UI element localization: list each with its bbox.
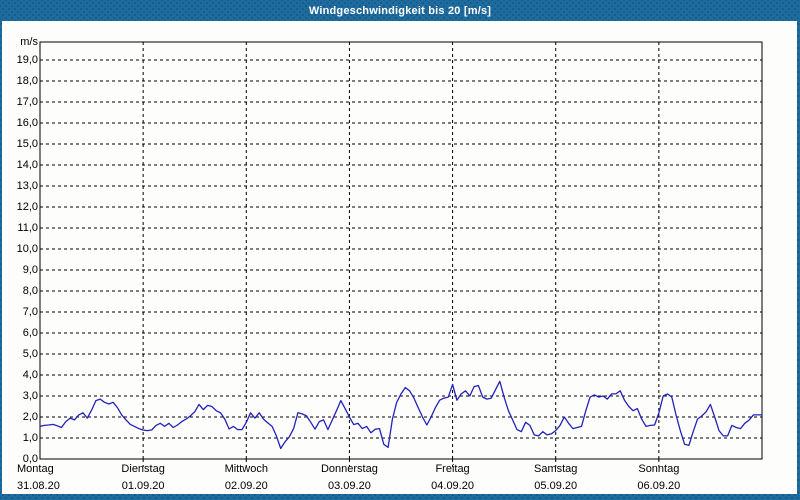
y-tick-label: 7,0	[22, 306, 38, 318]
plot-frame	[39, 41, 763, 460]
y-tick-label: 9,0	[22, 264, 38, 276]
y-tick-label: 18,0	[16, 75, 38, 87]
x-date-label: 05.09.20	[534, 480, 578, 492]
y-axis-unit-label: m/s	[20, 36, 38, 48]
y-tick-label: 12,0	[16, 201, 38, 213]
y-tick-label: 6,0	[22, 327, 38, 339]
chart-title-bar: Windgeschwindigkeit bis 20 [m/s]	[0, 0, 800, 21]
x-day-label: Samstag	[533, 463, 578, 475]
chart-title: Windgeschwindigkeit bis 20 [m/s]	[308, 4, 492, 17]
y-tick-label: 5,0	[22, 348, 38, 360]
y-tick-label: 16,0	[16, 117, 38, 129]
y-tick-label: 13,0	[16, 180, 38, 192]
y-tick-label: 3,0	[22, 390, 38, 402]
x-date-label: 04.09.20	[431, 480, 474, 492]
y-tick-label: 2,0	[22, 411, 38, 423]
chart-panel	[2, 21, 797, 494]
y-tick-label: 17,0	[16, 96, 38, 108]
wind-speed-line	[39, 380, 762, 450]
y-tick-label: 8,0	[22, 285, 38, 297]
x-date-label: 06.09.20	[637, 480, 681, 492]
x-day-label: Mittwoch	[224, 463, 268, 475]
y-tick-label: 11,0	[17, 222, 38, 234]
x-date-label: 01.09.20	[121, 480, 165, 492]
y-tick-label: 0,0	[22, 453, 38, 465]
x-date-label: 02.09.20	[224, 480, 268, 492]
x-day-label: Freitag	[435, 463, 470, 475]
bottom-frame-bar	[0, 494, 800, 500]
y-tick-label: 10,0	[16, 243, 38, 255]
y-tick-label: 15,0	[16, 138, 38, 150]
x-date-label: 31.08.20	[17, 480, 60, 492]
y-tick-label: 19,0	[16, 54, 38, 66]
x-day-label: Dienstag	[121, 463, 165, 475]
x-date-label: 03.09.20	[328, 480, 371, 492]
y-tick-label: 1,0	[22, 432, 38, 444]
y-tick-label: 14,0	[16, 159, 38, 171]
y-tick-label: 4,0	[22, 369, 38, 381]
x-day-label: Montag	[17, 463, 54, 475]
x-day-label: Donnerstag	[320, 463, 378, 475]
x-day-label: Sonntag	[638, 463, 680, 475]
